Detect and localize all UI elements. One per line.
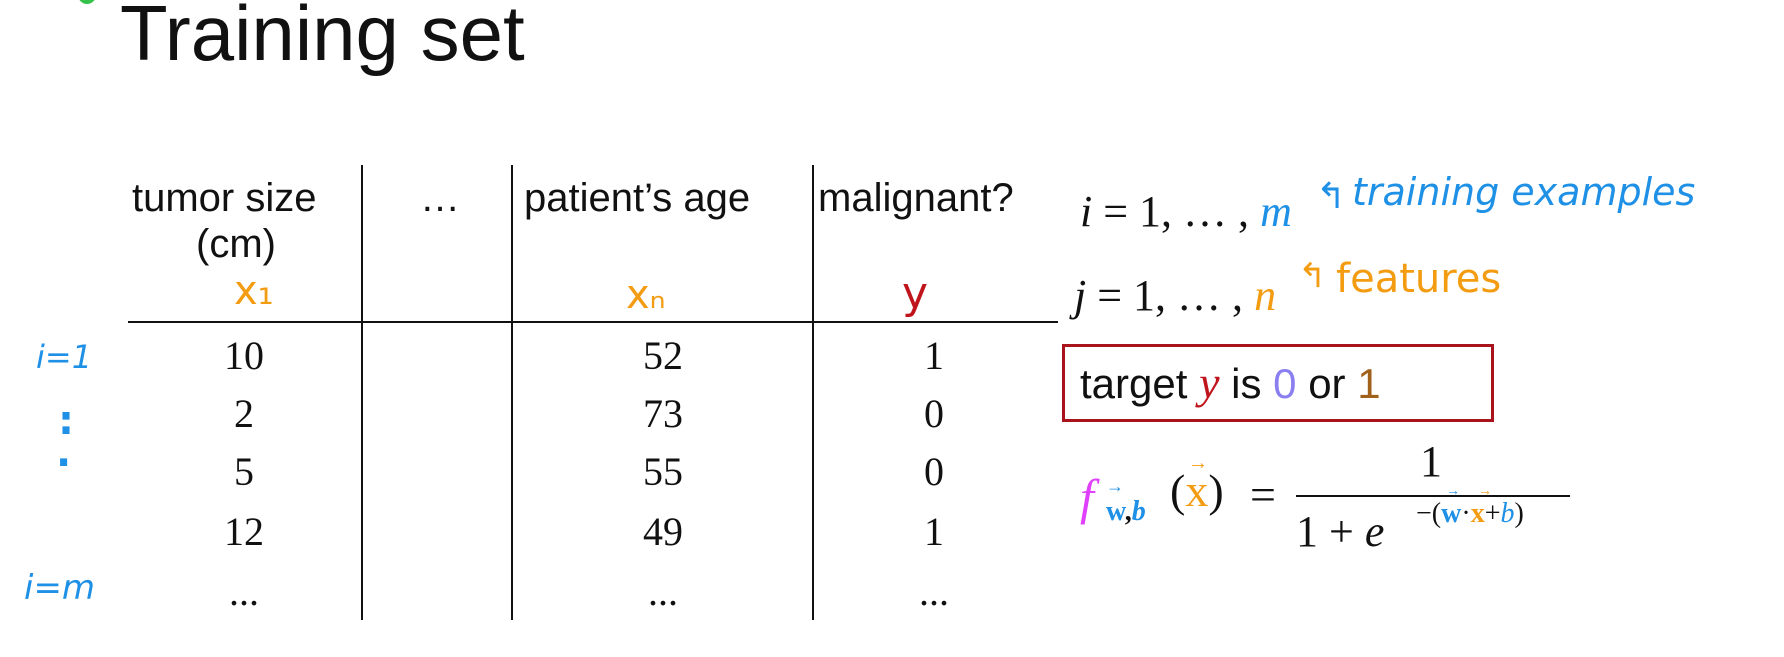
header-tumor-size: tumor size [132, 176, 317, 220]
formula-exp-dot: · [1461, 498, 1471, 529]
formula-sub-w-arrow: → [1106, 476, 1124, 496]
j-range-label: features [1336, 256, 1502, 302]
formula-argument: (x) [1170, 464, 1224, 517]
table-cell-age-3: 55 [643, 449, 683, 494]
formula-open-paren: ( [1170, 465, 1186, 516]
table-cell-age-5: ... [648, 569, 678, 614]
row-label-dots-2: . [56, 430, 72, 476]
target-zero: 0 [1273, 360, 1297, 407]
formula-denominator-base: 1 + [1296, 507, 1365, 556]
table-cell-size-2: 2 [234, 391, 254, 436]
formula-exp-x: x [1470, 498, 1485, 529]
table-cell-size-3: 5 [234, 449, 254, 494]
formula-e: e [1364, 507, 1385, 556]
i-range-end: m [1260, 187, 1292, 236]
target-y: y [1199, 357, 1220, 408]
table-cell-malignant-4: 1 [924, 509, 944, 554]
formula-x-arrow: → [1188, 452, 1208, 474]
table-cell-malignant-3: 0 [924, 449, 944, 494]
row-label-i-1: i=1 [36, 338, 93, 376]
formula-sub-w: w [1106, 496, 1125, 527]
symbol-xn: xₙ [626, 272, 666, 318]
formula-exp-w-arrow: → [1446, 484, 1460, 499]
i-range-arrow: ↰ [1316, 176, 1347, 217]
formula-exp-plus: + [1484, 498, 1501, 529]
table-cell-age-2: 73 [643, 391, 683, 436]
formula-sub-comma: , [1124, 496, 1132, 527]
j-range-note: j = 1, … , n [1074, 270, 1276, 321]
target-or: or [1296, 360, 1358, 407]
table-cell-malignant-5: ... [919, 569, 949, 614]
formula-exp-minus: −( [1416, 498, 1442, 529]
target-statement: target y is 0 or 1 [1080, 356, 1381, 409]
table-cell-malignant-2: 0 [924, 391, 944, 436]
page-title: Training set [120, 0, 525, 77]
i-variable: i [1080, 187, 1093, 236]
formula-exp-x-arrow: → [1478, 484, 1492, 499]
formula-exp-b: b [1500, 498, 1515, 529]
formula-exp-close: ) [1514, 498, 1524, 529]
formula-sub-b: b [1131, 496, 1146, 527]
target-box [1062, 344, 1494, 422]
formula-x: x [1185, 465, 1209, 516]
formula-close-paren: ) [1208, 465, 1224, 516]
formula-exp-w: w [1441, 498, 1462, 529]
symbol-y: y [902, 268, 929, 319]
table-column-divider-3 [812, 165, 814, 620]
target-one: 1 [1357, 360, 1381, 407]
j-variable: j [1074, 271, 1087, 320]
table-cell-size-4: 12 [224, 509, 264, 554]
header-ellipsis: … [420, 176, 460, 220]
i-range-note: i = 1, … , m [1080, 186, 1292, 237]
formula-fraction-bar [1296, 495, 1570, 497]
header-patient-age: patient’s age [524, 176, 751, 220]
formula-denominator: 1 + e [1296, 506, 1384, 557]
j-range-end: n [1254, 271, 1277, 320]
table-cell-size-5: ... [229, 569, 259, 614]
table-cell-age-1: 52 [643, 333, 683, 378]
target-is: is [1219, 360, 1274, 407]
target-word: target [1080, 360, 1200, 407]
table-column-divider-2 [511, 165, 513, 620]
green-dot-marker [78, 0, 96, 4]
i-range-label: training examples [1352, 170, 1696, 214]
formula-subscript: w,b [1106, 496, 1146, 528]
table-cell-age-4: 49 [643, 509, 683, 554]
formula-numerator: 1 [1420, 437, 1442, 486]
table-column-divider-1 [361, 165, 363, 620]
row-label-i-m: i=m [24, 568, 96, 608]
formula-f: f [1080, 469, 1094, 525]
table-cell-malignant-1: 1 [924, 333, 944, 378]
table-header-rule [128, 321, 1058, 323]
formula-exponent: −(w·x+b) [1416, 498, 1524, 530]
formula-equals: = [1250, 469, 1276, 520]
table-cell-size-1: 10 [224, 333, 264, 378]
symbol-x1: x₁ [234, 268, 274, 314]
header-malignant: malignant? [818, 176, 1014, 220]
header-tumor-size-unit: (cm) [196, 222, 276, 266]
row-label-dots-1: : [58, 398, 74, 444]
j-range-values: = 1, … , [1086, 271, 1255, 320]
j-range-arrow: ↰ [1298, 256, 1327, 296]
i-range-values: = 1, … , [1092, 187, 1261, 236]
